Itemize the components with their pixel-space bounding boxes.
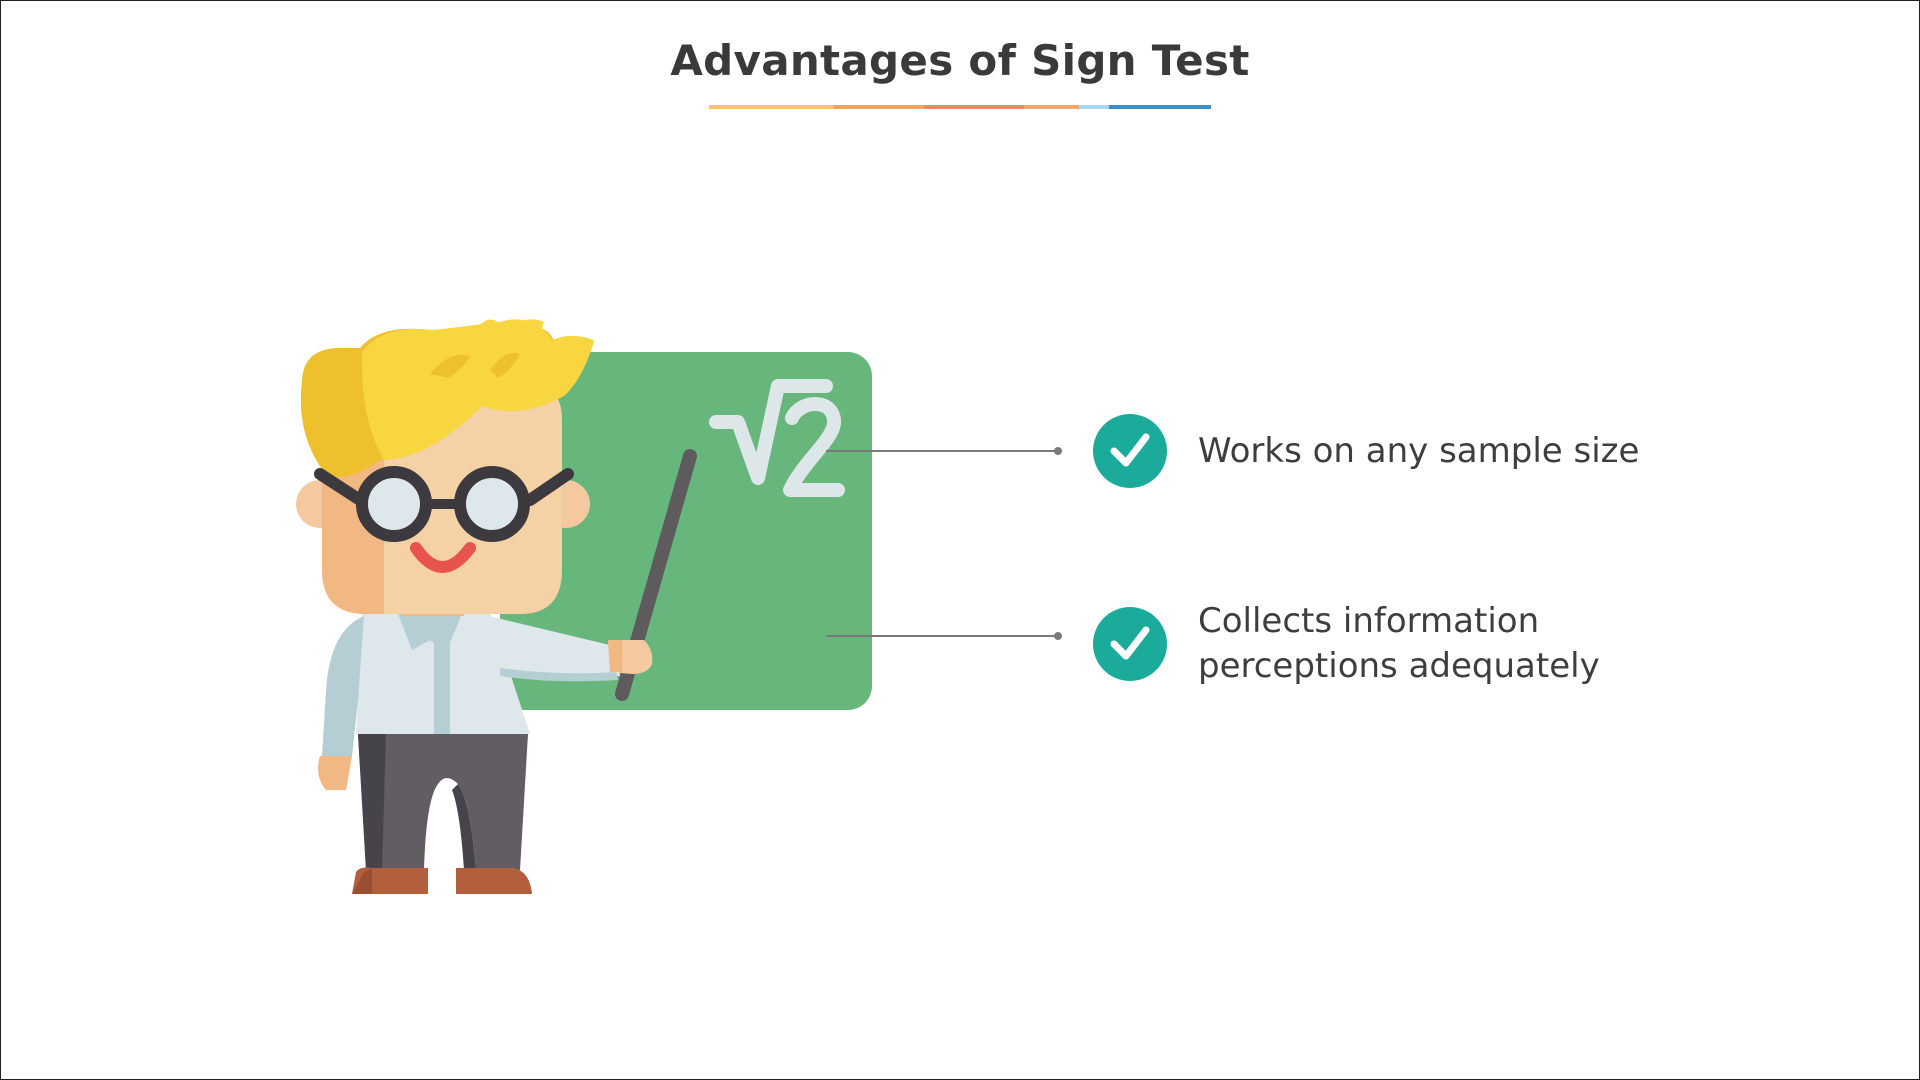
connector-line-2 bbox=[826, 632, 1062, 640]
checkmark-icon bbox=[1093, 414, 1167, 488]
teacher-pointing-at-board-icon bbox=[296, 319, 872, 894]
square-root-two-symbol bbox=[709, 379, 845, 497]
connector-dot-1 bbox=[1054, 447, 1062, 455]
advantage-text-2: Collects information perceptions adequat… bbox=[1198, 599, 1600, 689]
shoe-right bbox=[456, 868, 532, 894]
pants bbox=[358, 734, 528, 870]
advantage-item-2: Collects information perceptions adequat… bbox=[1093, 599, 1600, 689]
smile bbox=[410, 542, 476, 573]
glasses bbox=[314, 466, 574, 542]
advantage-text-2-line-2: perceptions adequately bbox=[1198, 646, 1600, 686]
arm-right bbox=[480, 614, 620, 677]
advantage-text-1: Works on any sample size bbox=[1198, 429, 1639, 474]
connector-dot-2 bbox=[1054, 632, 1062, 640]
checkmark-icon bbox=[1093, 607, 1167, 681]
board bbox=[500, 352, 872, 710]
arm-left bbox=[322, 616, 364, 756]
advantage-item-1: Works on any sample size bbox=[1093, 414, 1639, 488]
connector-line-1 bbox=[826, 447, 1062, 455]
advantage-text-1-line-1: Works on any sample size bbox=[1198, 430, 1640, 471]
advantage-text-2-line-1: Collects information bbox=[1198, 601, 1540, 641]
title-underline bbox=[709, 105, 1211, 109]
slide-title: Advantages of Sign Test bbox=[670, 36, 1250, 85]
